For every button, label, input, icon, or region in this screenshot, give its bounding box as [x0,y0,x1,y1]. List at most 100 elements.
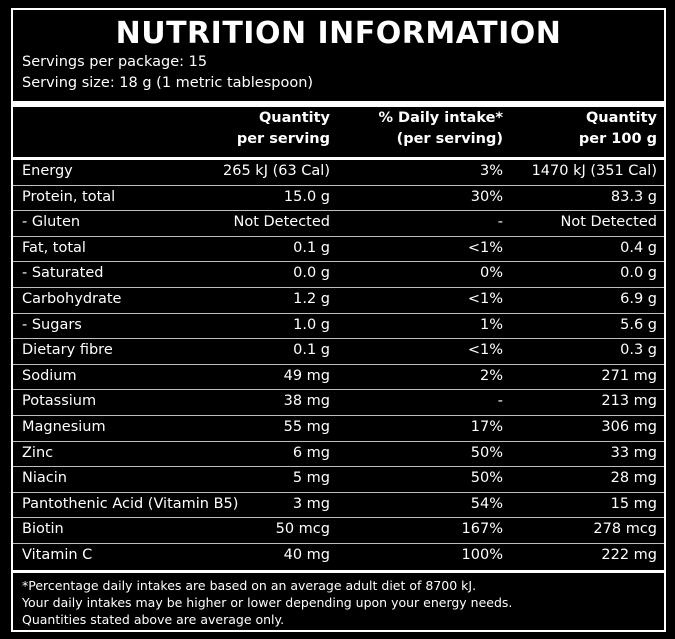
nutrient-name: Magnesium [22,418,106,435]
quantity-per-100g: Not Detected [560,214,658,231]
table-row: - Gluten Not Detected - Not Detected [13,211,664,237]
table-row: - Sugars 1.0 g 1% 5.6 g [13,314,664,340]
top-rule [13,101,664,107]
nutrient-name: Fat, total [22,239,86,256]
nutrient-name: Pantothenic Acid (Vitamin B5) [22,495,239,512]
table-row: Protein, total 15.0 g 30% 83.3 g [13,186,664,212]
header-rule [13,157,664,160]
header-line: Quantity [258,110,330,126]
panel-title: NUTRITION INFORMATION [115,16,562,51]
table-row: - Saturated 0.0 g 0% 0.0 g [13,262,664,288]
table-row: Pantothenic Acid (Vitamin B5) 3 mg 54% 15 m… [13,493,664,519]
quantity-per-serving: 0.0 g [293,265,330,282]
quantity-per-100g: 0.3 g [620,342,657,359]
table-row: Dietary fibre 0.1 g <1% 0.3 g [13,339,664,365]
quantity-per-100g: 6.9 g [620,290,657,307]
quantity-per-serving: 38 mg [283,393,330,410]
quantity-per-100g: 5.6 g [620,316,657,333]
daily-intake-percent: - [497,393,503,410]
header-line: per 100 g [578,131,657,147]
quantity-per-serving: 1.0 g [293,316,330,333]
table-row: Niacin 5 mg 50% 28 mg [13,467,664,493]
nutrient-table: Energy 265 kJ (63 Cal) 3% 1470 kJ (351 Cal)… [13,160,664,570]
table-row: Energy 265 kJ (63 Cal) 3% 1470 kJ (351 Cal) [13,160,664,186]
nutrient-name: Vitamin C [22,546,93,563]
nutrient-name: Biotin [22,521,64,538]
quantity-per-serving: 40 mg [283,546,330,563]
daily-intake-percent: 17% [470,418,503,435]
nutrient-name: Carbohydrate [22,290,122,307]
nutrient-name: - Sugars [22,316,82,333]
daily-intake-percent: <1% [467,342,503,359]
header-quantity-per-serving: Quantity per serving [237,108,330,150]
daily-intake-percent: - [497,214,503,231]
daily-intake-percent: 3% [479,163,503,179]
table-row: Zinc 6 mg 50% 33 mg [13,442,664,468]
table-row: Carbohydrate 1.2 g <1% 6.9 g [13,288,664,314]
quantity-per-100g: 271 mg [601,367,657,384]
quantity-per-serving: 1.2 g [293,290,330,307]
daily-intake-percent: 30% [470,188,503,205]
header-line: Quantity [585,110,657,126]
header-quantity-per-100g: Quantity per 100 g [579,108,657,150]
nutrient-name: Sodium [22,367,77,384]
quantity-per-100g: 1470 kJ (351 Cal) [531,163,657,179]
quantity-per-serving: 3 mg [292,495,330,512]
quantity-per-serving: Not Detected [233,214,331,231]
daily-intake-percent: 50% [470,470,503,487]
servings-per-package: Servings per package: 15 [22,54,208,70]
table-row: Magnesium 55 mg 17% 306 mg [13,416,664,442]
daily-intake-percent: <1% [467,239,503,256]
daily-intake-percent: <1% [467,290,503,307]
table-row: Fat, total 0.1 g <1% 0.4 g [13,237,664,263]
nutrient-name: Niacin [22,470,67,487]
header-daily-intake: % Daily intake* (per serving) [378,108,503,150]
footnotes: *Percentage daily intakes are based on a… [22,577,512,628]
footnote-energy-needs: Your daily intakes may be higher or lowe… [22,595,513,610]
daily-intake-percent: 0% [479,265,503,282]
daily-intake-percent: 167% [461,521,503,538]
nutrient-name: Energy [22,163,73,179]
nutrition-panel: NUTRITION INFORMATION Servings per packa… [11,8,666,632]
table-row: Biotin 50 mcg 167% 278 mcg [13,518,664,544]
bottom-rule [13,570,664,573]
quantity-per-serving: 5 mg [292,470,330,487]
quantity-per-100g: 15 mg [610,495,657,512]
nutrient-name: Dietary fibre [22,342,113,359]
quantity-per-100g: 222 mg [601,546,657,563]
nutrient-name: Potassium [22,393,97,410]
daily-intake-percent: 54% [470,495,503,512]
quantity-per-100g: 83.3 g [610,188,657,205]
serving-size: Serving size: 18 g (1 metric tablespoon) [22,75,314,91]
quantity-per-serving: 49 mg [283,367,330,384]
quantity-per-serving: 0.1 g [293,342,330,359]
quantity-per-100g: 33 mg [610,444,657,461]
quantity-per-serving: 15.0 g [283,188,330,205]
quantity-per-serving: 6 mg [292,444,330,461]
table-row: Vitamin C 40 mg 100% 222 mg [13,544,664,570]
quantity-per-100g: 0.0 g [620,265,657,282]
header-line: (per serving) [396,131,503,147]
daily-intake-percent: 50% [470,444,503,461]
quantity-per-100g: 0.4 g [620,239,657,256]
quantity-per-100g: 28 mg [610,470,657,487]
quantity-per-serving: 55 mg [283,418,330,435]
nutrient-name: Protein, total [22,188,116,205]
daily-intake-percent: 1% [479,316,503,333]
table-row: Sodium 49 mg 2% 271 mg [13,365,664,391]
header-line: per serving [236,131,330,147]
nutrient-name: - Saturated [22,265,104,282]
footnote-daily-intake: *Percentage daily intakes are based on a… [22,578,477,593]
quantity-per-100g: 213 mg [601,393,657,410]
footnote-average: Quantities stated above are average only… [22,612,285,627]
header-line: % Daily intake* [378,110,503,126]
nutrient-name: Zinc [22,444,54,461]
nutrient-name: - Gluten [22,214,81,231]
quantity-per-100g: 278 mcg [593,521,657,538]
daily-intake-percent: 2% [479,367,503,384]
quantity-per-100g: 306 mg [601,418,657,435]
daily-intake-percent: 100% [461,546,503,563]
quantity-per-serving: 0.1 g [293,239,330,256]
quantity-per-serving: 265 kJ (63 Cal) [223,163,330,179]
quantity-per-serving: 50 mcg [275,521,330,538]
